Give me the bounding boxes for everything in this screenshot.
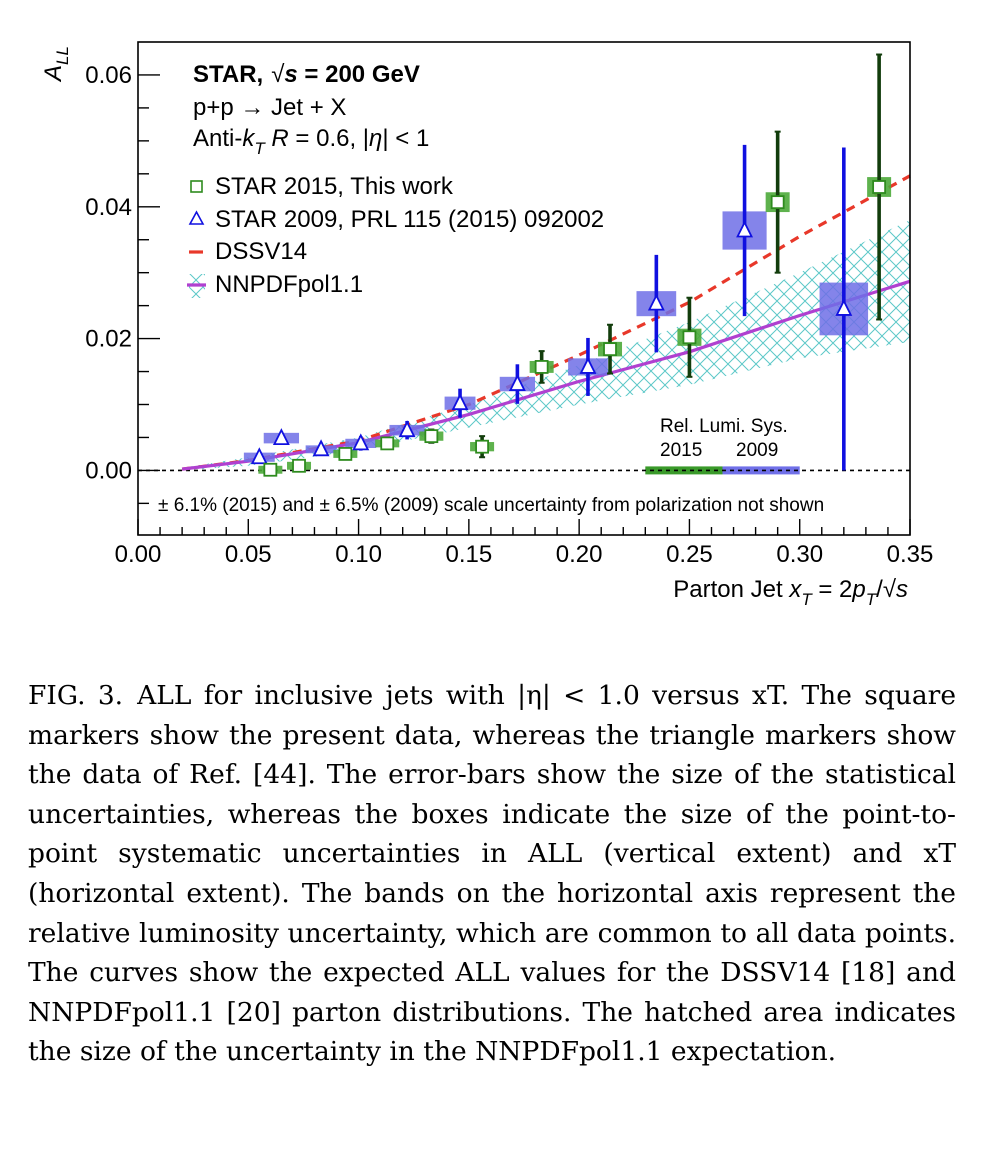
chart-figure: 0.00 0.05 0.10 0.15 0.20 0.25 0.30 0.35 0.00 0.02… [40,41,934,609]
x-tick-label-0: 0.00 [115,541,162,568]
lumi-band-2009 [722,466,800,475]
lumi-year-2009: 2009 [736,440,778,461]
x-axis-label: Parton Jet xT = 2pT/√s [673,576,908,609]
y-tick-label-1: 0.02 [85,326,132,353]
y-tick-label-0: 0.00 [85,457,132,484]
caption-label: FIG. 3. [28,680,124,711]
x-tick-label-2: 0.10 [335,541,382,568]
star2009-point-6 [508,374,526,391]
header-line-2: p+p → Jet + X [193,94,346,121]
star2015-point-0 [263,462,278,477]
x-tick-label-7: 0.35 [887,541,934,568]
star2009-point-1 [272,428,290,446]
star2015-point-1 [292,458,306,473]
star2015-point-2 [338,447,353,461]
star2015-point-3 [380,436,395,451]
star2009-point-8 [647,293,665,311]
star2015-point-9 [770,195,785,210]
header-line-3: Anti-kT R = 0.6, |η| < 1 [193,125,429,158]
star2015-point-8 [682,330,697,345]
y-tick-label-3: 0.06 [85,62,132,89]
x-tick-label-1: 0.05 [225,541,272,568]
figure-caption: FIG. 3. ALL for inclusive jets with |η| <… [28,676,956,1072]
star2015-point-6 [534,360,549,374]
star2015-point-10 [872,180,887,194]
star2015-point-5 [475,439,489,454]
y-tick-label-2: 0.04 [85,194,132,221]
star2015-point-7 [603,342,617,357]
star2009-point-9 [736,220,754,238]
nnpdf-uncertainty-band [182,219,911,471]
star2009-point-4 [398,420,416,438]
star2009-point-3 [352,433,370,451]
caption-text: ALL for inclusive jets with |η| < 1.0 ve… [28,680,956,1068]
x-tick-label-5: 0.25 [666,541,713,568]
star2009-point-7 [579,356,597,374]
chart-svg: 0.00 0.05 0.10 0.15 0.20 0.25 0.30 0.35 0.00 0.02… [40,41,934,609]
star2009-point-5 [451,393,469,411]
legend-square-marker [190,180,203,193]
legend-label-star2009: STAR 2009, PRL 115 (2015) 092002 [215,206,604,233]
scale-note: ± 6.1% (2015) and ± 6.5% (2009) scale un… [158,495,824,516]
x-tick-label-4: 0.20 [556,541,603,568]
star2009-point-10 [835,298,853,316]
legend: STAR 2015, This work STAR 2009, PRL 115 … [187,173,604,298]
star2009-point-0 [250,447,268,465]
x-tick-label-3: 0.15 [445,541,492,568]
lumi-label: Rel. Lumi. Sys. [660,416,788,437]
lumi-year-2015: 2015 [660,440,702,461]
plot-frame [137,41,911,536]
legend-triangle-marker [188,210,205,225]
star2009-point-2 [312,439,330,457]
x-tick-label-6: 0.30 [776,541,823,568]
legend-label-dssv14: DSSV14 [215,238,307,265]
header-line-1: STAR, √s = 200 GeV [193,61,420,88]
y-axis-label: ALL [40,46,72,83]
legend-label-star2015: STAR 2015, This work [215,173,454,200]
star2015-point-4 [424,429,439,444]
legend-label-nnpdf: NNPDFpol1.1 [215,271,363,298]
